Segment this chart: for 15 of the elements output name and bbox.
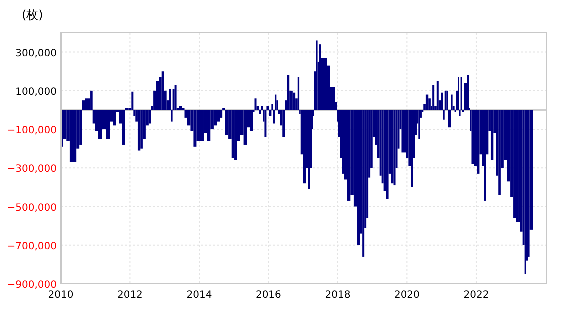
y-tick-label: 100,000 (16, 86, 57, 98)
x-tick-label: 2022 (464, 290, 490, 301)
y-tick-label: −900,000 (7, 280, 57, 291)
x-tick-label: 2016 (256, 290, 282, 301)
x-tick-label: 2014 (186, 290, 212, 301)
y-tick-label: −100,000 (7, 126, 57, 137)
y-tick-label: 300,000 (16, 48, 57, 60)
x-tick-label: 2012 (117, 290, 143, 301)
y-tick-label: −700,000 (7, 241, 57, 252)
y-axis-title: (枚) (22, 8, 44, 22)
x-tick-label: 2018 (325, 290, 351, 301)
y-tick-label: −300,000 (7, 164, 57, 176)
x-tick-label: 2020 (394, 290, 420, 301)
x-tick-label: 2010 (48, 290, 74, 301)
y-tick-label: −500,000 (7, 202, 57, 214)
